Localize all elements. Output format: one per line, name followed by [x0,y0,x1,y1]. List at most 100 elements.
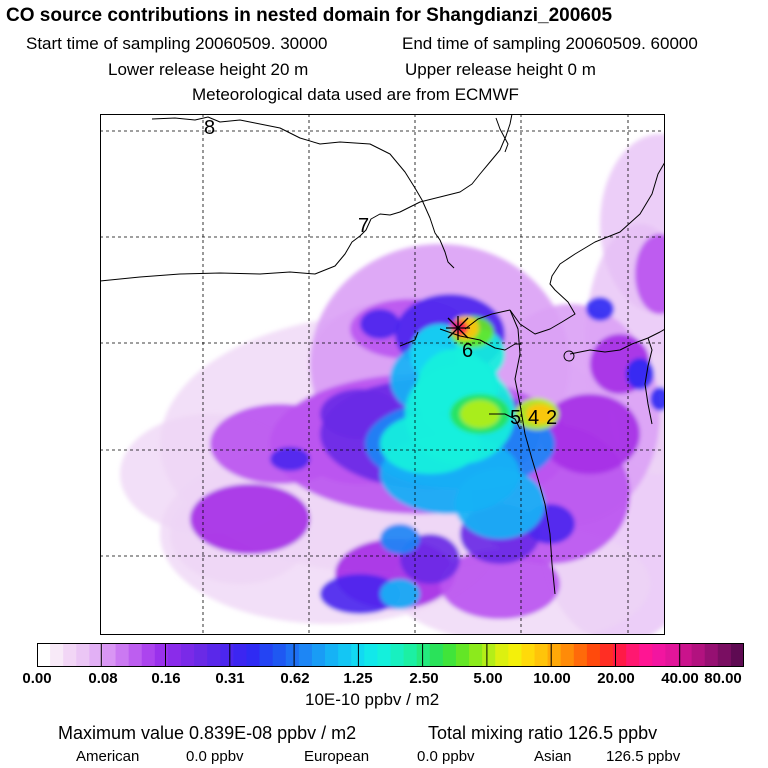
total-mixing-ratio: Total mixing ratio 126.5 ppbv [428,723,658,743]
colorbar-cell [547,643,562,667]
colorbar-cell [573,643,588,667]
maximum-value: Maximum value 0.839E-08 ppbv / m2 [58,723,357,743]
sampling-start-time: Start time of sampling 20060509. 30000 [26,34,328,53]
region-name-american: American [76,748,140,765]
colorbar-cell [50,643,64,667]
contribution-map: 8 7 6 5 4 2 [100,114,665,635]
concentration-patch [380,524,420,554]
colorbar-cell [167,643,182,667]
colorbar-tick-3: 0.31 [215,670,245,687]
colorbar-cell [639,643,653,667]
contour-labels: 8 7 6 5 4 2 [204,117,557,429]
colorbar-cell [521,643,536,667]
colorbar [37,643,744,667]
concentration-patch [635,234,665,314]
concentration-patch [190,484,310,554]
colorbar-cell [338,643,352,667]
colorbar-tick-5: 1.25 [343,670,373,687]
colorbar-cell [102,643,117,667]
colorbar-tick-6: 2.50 [409,670,439,687]
colorbar-cell [678,643,693,667]
colorbar-cell [455,643,470,667]
colorbar-cell [76,643,90,667]
colorbar-cell [482,643,496,667]
sampling-end-time: End time of sampling 20060509. 60000 [402,34,698,53]
upper-release-height: Upper release height 0 m [405,60,596,79]
colorbar-cell [141,643,156,667]
colorbar-cell [364,643,378,667]
concentration-patch [586,297,614,321]
colorbar-cell [390,643,405,667]
contour-label-6: 6 [462,340,473,362]
colorbar-cell [652,643,667,667]
colorbar-cell [325,643,339,667]
colorbar-cell [586,643,601,667]
colorbar-cell [311,643,326,667]
colorbar-cell [154,643,169,667]
concentration-patch [380,414,480,474]
concentration-patch [380,579,420,609]
colorbar-tick-10: 40.00 [661,670,699,687]
colorbar-cell [220,643,234,667]
colorbar-cell [691,643,706,667]
concentration-patch [360,309,400,339]
colorbar-cell [730,643,744,667]
colorbar-cell [599,643,614,667]
colorbar-cell [717,643,732,667]
coastlines [100,114,665,595]
contour-label-8: 8 [204,117,215,139]
colorbar-cell [508,643,523,667]
map-gridlines [100,114,665,635]
region-name-european: European [304,748,370,765]
colorbar-cell [704,643,719,667]
colorbar-cell [63,643,77,667]
lower-release-height: Lower release height 20 m [108,60,309,79]
colorbar-cell [534,643,549,667]
colorbar-cell [403,643,418,667]
colorbar-cell [377,643,392,667]
colorbar-cell [194,643,208,667]
colorbar-tick-1: 0.08 [88,670,118,687]
colorbar-tick-7: 5.00 [473,670,503,687]
colorbar-cell [89,643,104,667]
concentration-patch [440,549,560,619]
concentration-patch [320,574,400,614]
colorbar-cell [613,643,627,667]
colorbar-cell [207,643,221,667]
colorbar-cell [233,643,248,667]
colorbar-cell [259,643,274,667]
concentration-patch [650,387,665,411]
small-circle-marker [563,350,575,362]
colorbar-tick-2: 0.16 [151,670,181,687]
contour-label-2: 2 [546,407,557,429]
colorbar-cell [416,643,431,667]
contour-label-4: 4 [528,407,539,429]
concentration-patch [210,404,350,484]
contour-label-7: 7 [358,215,369,237]
colorbar-tick-9: 20.00 [597,670,635,687]
region-value-european: 0.0 ppbv [417,748,475,765]
colorbar-cell [442,643,457,667]
colorbar-cell [560,643,575,667]
colorbar-cell [181,643,195,667]
colorbar-cell [246,643,261,667]
colorbar-tick-11: 80.00 [704,670,742,687]
concentration-patch [455,469,545,539]
concentration-patch [460,400,500,428]
concentration-patch [626,358,654,390]
contour-label-5: 5 [510,407,521,429]
region-value-asian: 126.5 ppbv [606,748,681,765]
colorbar-cell [626,643,640,667]
colorbar-cell [285,643,300,667]
meteorological-data-note: Meteorological data used are from ECMWF [192,85,519,104]
concentration-patch [540,394,640,474]
colorbar-cell [495,643,509,667]
colorbar-cell [128,643,143,667]
chart-title: CO source contributions in nested domain… [6,5,613,26]
colorbar-cell [115,643,130,667]
colorbar-tick-8: 10.00 [533,670,571,687]
sampling-site-marker [446,316,470,340]
colorbar-unit: 10E-10 ppbv / m2 [305,690,440,709]
colorbar-cell [37,643,51,667]
colorbar-cell [665,643,680,667]
